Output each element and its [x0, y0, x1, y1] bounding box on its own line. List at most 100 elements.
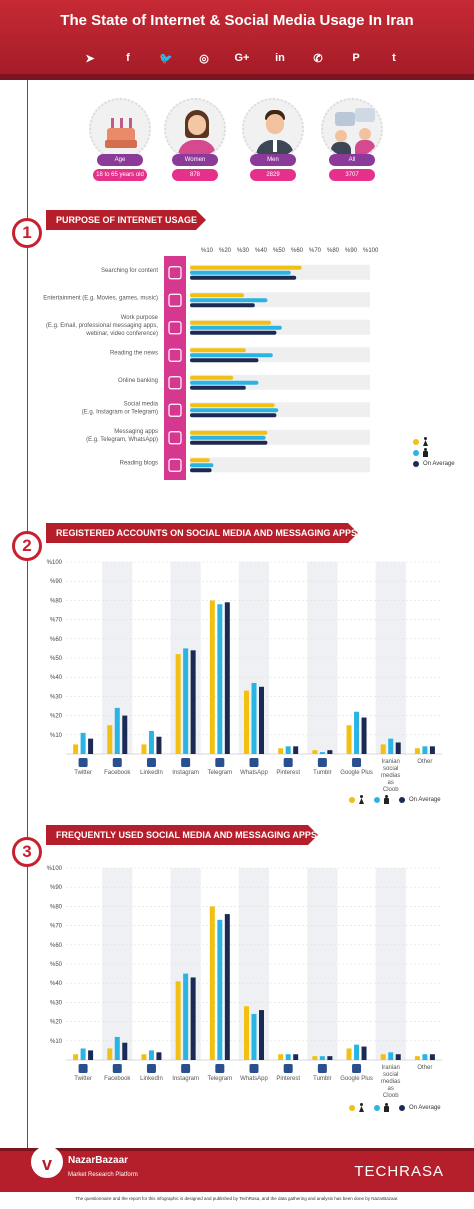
man-icon — [423, 448, 428, 457]
telegram-icon[interactable]: ➤ — [85, 52, 95, 65]
frequently-used-chart: %10 %20 %30 %40 %50 %60 %70 %80 %90 %100 Twitter Fa… — [47, 866, 442, 1098]
category-label: Google Plus — [340, 1076, 373, 1082]
bar — [190, 435, 266, 440]
bar — [388, 1052, 394, 1060]
category-label: Iranian — [382, 759, 400, 765]
instagram-icon — [181, 1064, 191, 1073]
category-label: Searching for content — [101, 268, 158, 274]
bar — [278, 1054, 284, 1060]
bar — [190, 468, 212, 473]
bar — [380, 744, 386, 754]
legend-swatch — [349, 1104, 355, 1111]
x-tick-label: %10 — [201, 248, 214, 254]
brand-subtitle: Market Research Platform — [68, 1172, 138, 1178]
header-banner: The State of Internet & Social Media Usa… — [0, 0, 474, 74]
legend-swatch — [399, 1104, 405, 1111]
demographic-label: Age — [97, 154, 143, 166]
bar — [278, 748, 284, 754]
pinterest-icon[interactable]: P — [352, 52, 360, 64]
bar — [190, 293, 244, 298]
category-label: Google Plus — [340, 770, 373, 776]
pinterest-icon — [283, 758, 293, 767]
bar — [190, 348, 246, 353]
bar — [361, 1046, 367, 1060]
blog-icon — [168, 458, 182, 472]
bar — [224, 602, 230, 754]
legend-men — [413, 447, 455, 458]
y-tick-label: %100 — [47, 866, 63, 872]
bar — [346, 1048, 352, 1060]
category-label: Other — [417, 759, 432, 765]
category-label: medias — [381, 1079, 400, 1085]
legend-women — [413, 436, 455, 447]
bar — [190, 375, 234, 380]
category-label: Pinterest — [276, 770, 300, 776]
bar — [107, 1048, 113, 1060]
category-label: Tumblr — [313, 770, 331, 776]
x-tick-label: %90 — [345, 248, 358, 254]
bar — [388, 738, 394, 754]
category-label: social — [383, 766, 398, 772]
tumblr-icon[interactable]: t — [392, 52, 396, 64]
demographic-value: 2829 — [250, 169, 296, 181]
bar — [190, 265, 302, 270]
bar — [259, 686, 264, 754]
whatsapp-icon — [249, 758, 259, 767]
google-plus-icon[interactable]: G+ — [234, 52, 250, 64]
linkedin-icon — [146, 758, 156, 767]
category-label: Facebook — [104, 1076, 131, 1082]
legend-items: On Average — [349, 1102, 441, 1113]
bar — [217, 919, 223, 1060]
y-tick-label: %10 — [50, 733, 63, 739]
category-label: Social media — [124, 401, 159, 407]
bar — [312, 1056, 318, 1060]
facebook-icon[interactable]: f — [126, 52, 130, 64]
legend-average-label: On Average — [423, 460, 455, 467]
section-number: 1 — [12, 218, 42, 248]
bar — [190, 380, 259, 385]
x-tick-label: %40 — [255, 248, 268, 254]
category-label: Pinterest — [276, 1076, 300, 1082]
bar — [190, 358, 259, 363]
messaging-icon — [168, 431, 182, 445]
bar — [114, 1036, 120, 1060]
legend-swatch — [399, 796, 405, 803]
whatsapp-icon[interactable]: ✆ — [313, 52, 323, 65]
y-tick-label: %30 — [50, 694, 63, 700]
bar — [327, 1056, 333, 1060]
bar — [190, 320, 271, 325]
header-divider — [0, 74, 474, 80]
twitter-icon[interactable]: 🐦 — [159, 52, 173, 65]
bar — [422, 746, 428, 754]
footer-divider — [0, 1148, 474, 1151]
bar — [190, 463, 214, 468]
instagram-icon[interactable]: ◎ — [199, 52, 209, 65]
bar — [259, 1010, 264, 1060]
twitter-icon — [78, 1064, 88, 1073]
category-label: Twitter — [74, 770, 92, 776]
cake-icon — [89, 98, 151, 160]
category-label: Telegram — [207, 1076, 232, 1082]
woman-icon — [359, 795, 364, 804]
tumblr-icon — [317, 1064, 327, 1073]
category-label: WhatsApp — [240, 770, 268, 776]
category-icon-strip — [164, 256, 186, 480]
bar — [190, 330, 277, 335]
bar — [148, 1050, 154, 1060]
x-tick-label: %20 — [219, 248, 232, 254]
legend-registered: On Average — [349, 794, 441, 805]
bar — [190, 413, 277, 418]
telegram-icon — [215, 758, 225, 767]
y-tick-label: %60 — [50, 637, 63, 643]
footer-banner — [0, 1148, 474, 1192]
bar — [190, 303, 255, 308]
y-tick-label: %50 — [50, 962, 63, 968]
linkedin-icon[interactable]: in — [275, 52, 285, 64]
y-tick-label: %80 — [50, 598, 63, 604]
facebook-icon — [112, 758, 122, 767]
bar — [251, 682, 257, 754]
bar — [380, 1054, 386, 1060]
demographic-value: 18 to 65 years old — [93, 169, 147, 181]
legend-swatch — [413, 438, 419, 445]
legend-purpose: On Average — [413, 436, 455, 469]
